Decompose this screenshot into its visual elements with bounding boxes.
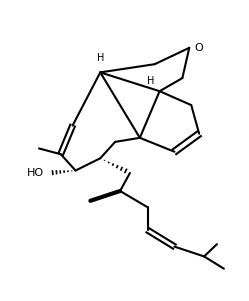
Text: HO: HO	[27, 168, 44, 178]
Text: O: O	[194, 43, 203, 53]
Text: H: H	[97, 53, 104, 63]
Text: H: H	[147, 76, 155, 86]
